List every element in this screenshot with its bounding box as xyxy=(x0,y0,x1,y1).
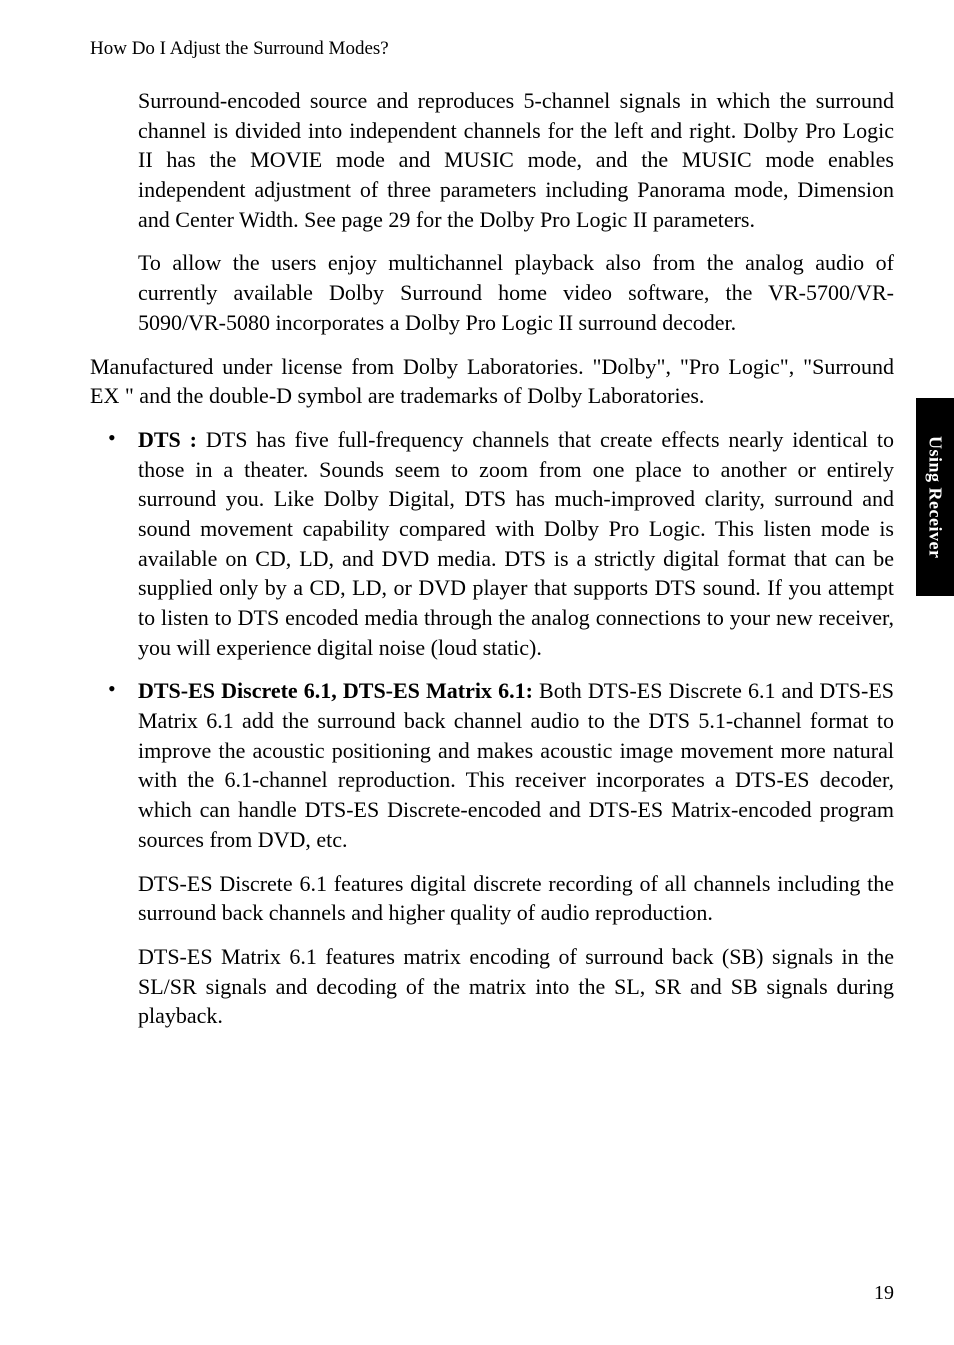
dts-body: DTS has five full-frequency channels tha… xyxy=(138,427,894,660)
bullet-dts-text: DTS : DTS has five full-frequency channe… xyxy=(138,425,894,663)
dts-label: DTS : xyxy=(138,427,206,452)
paragraph-surround: Surround-encoded source and reproduces 5… xyxy=(138,86,894,234)
paragraph-manufactured: Manufactured under license from Dolby La… xyxy=(90,352,894,411)
side-tab-label: Using Receiver xyxy=(925,436,946,558)
page-header: How Do I Adjust the Surround Modes? xyxy=(90,38,894,60)
dtses-body: Both DTS-ES Discrete 6.1 and DTS-ES Matr… xyxy=(138,678,894,851)
bullet-marker: • xyxy=(90,676,138,854)
paragraph-discrete: DTS-ES Discrete 6.1 features digital dis… xyxy=(138,869,894,928)
bullet-dtses: • DTS-ES Discrete 6.1, DTS-ES Matrix 6.1… xyxy=(90,676,894,854)
dtses-label: DTS-ES Discrete 6.1, DTS-ES Matrix 6.1: xyxy=(138,678,539,703)
bullet-dtses-text: DTS-ES Discrete 6.1, DTS-ES Matrix 6.1: … xyxy=(138,676,894,854)
paragraph-allow: To allow the users enjoy multichannel pl… xyxy=(138,248,894,337)
bullet-dts: • DTS : DTS has five full-frequency chan… xyxy=(90,425,894,663)
side-tab: Using Receiver xyxy=(916,398,954,596)
bullet-marker: • xyxy=(90,425,138,663)
paragraph-matrix: DTS-ES Matrix 6.1 features matrix encodi… xyxy=(138,942,894,1031)
page-number: 19 xyxy=(874,1282,894,1305)
